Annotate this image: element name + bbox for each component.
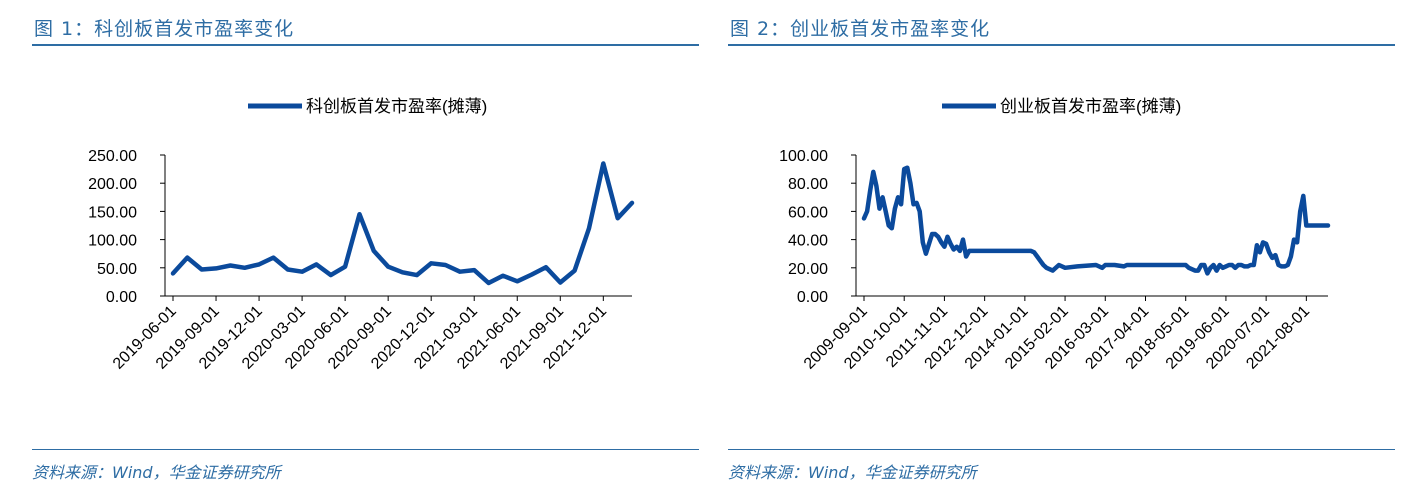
figure-2-panel: 图 2：创业板首发市盈率变化 创业板首发市盈率(摊薄) 0.00 20.00 40.… [728,0,1398,496]
y-axis-ticks: 0.00 20.00 40.00 60.00 80.00 100.00 [779,148,856,306]
y-tick-label: 100.00 [88,233,137,250]
y-tick-label: 50.00 [97,261,137,278]
legend: 创业板首发市盈率(摊薄) [942,97,1181,116]
figure-2-line-chart: 创业板首发市盈率(摊薄) 0.00 20.00 40.00 60.00 80.00 100… [779,97,1331,373]
y-axis-ticks: 0.00 50.00 100.00 150.00 200.00 250.00 [88,148,165,306]
x-axis-ticks: 2009-09-012010-10-012011-11-012012-12-01… [801,296,1313,373]
legend-label: 创业板首发市盈率(摊薄) [1000,97,1181,116]
figure-1-bottom-rule [32,449,699,450]
figure-2-bottom-rule [728,449,1395,450]
y-tick-label: 100.00 [779,148,828,165]
figure-2-source: 资料来源：Wind，华金证券研究所 [728,463,977,482]
figure-2-top-rule [728,44,1395,46]
y-tick-label: 0.00 [797,289,828,306]
series-line [170,161,635,286]
x-axis-ticks: 2019-06-012019-09-012019-12-012020-03-01… [110,296,610,373]
series-line [861,165,1331,276]
legend-label: 科创板首发市盈率(摊薄) [306,97,487,116]
y-tick-label: 40.00 [788,233,828,250]
y-tick-label: 250.00 [88,148,137,165]
y-tick-label: 0.00 [106,289,137,306]
figure-1-title: 图 1：科创板首发市盈率变化 [34,18,295,40]
y-tick-label: 150.00 [88,204,137,221]
y-tick-label: 20.00 [788,261,828,278]
figure-2-title: 图 2：创业板首发市盈率变化 [730,18,991,40]
figure-1-top-rule [32,44,699,46]
y-tick-label: 60.00 [788,204,828,221]
figure-1-panel: 图 1：科创板首发市盈率变化 科创板首发市盈率(摊薄) 0.00 50.00 100… [32,0,702,496]
y-tick-label: 80.00 [788,176,828,193]
y-tick-label: 200.00 [88,176,137,193]
legend: 科创板首发市盈率(摊薄) [248,97,487,116]
figure-1-source: 资料来源：Wind，华金证券研究所 [32,463,281,482]
figure-1-line-chart: 科创板首发市盈率(摊薄) 0.00 50.00 100.00 150.00 200.00… [88,97,635,373]
